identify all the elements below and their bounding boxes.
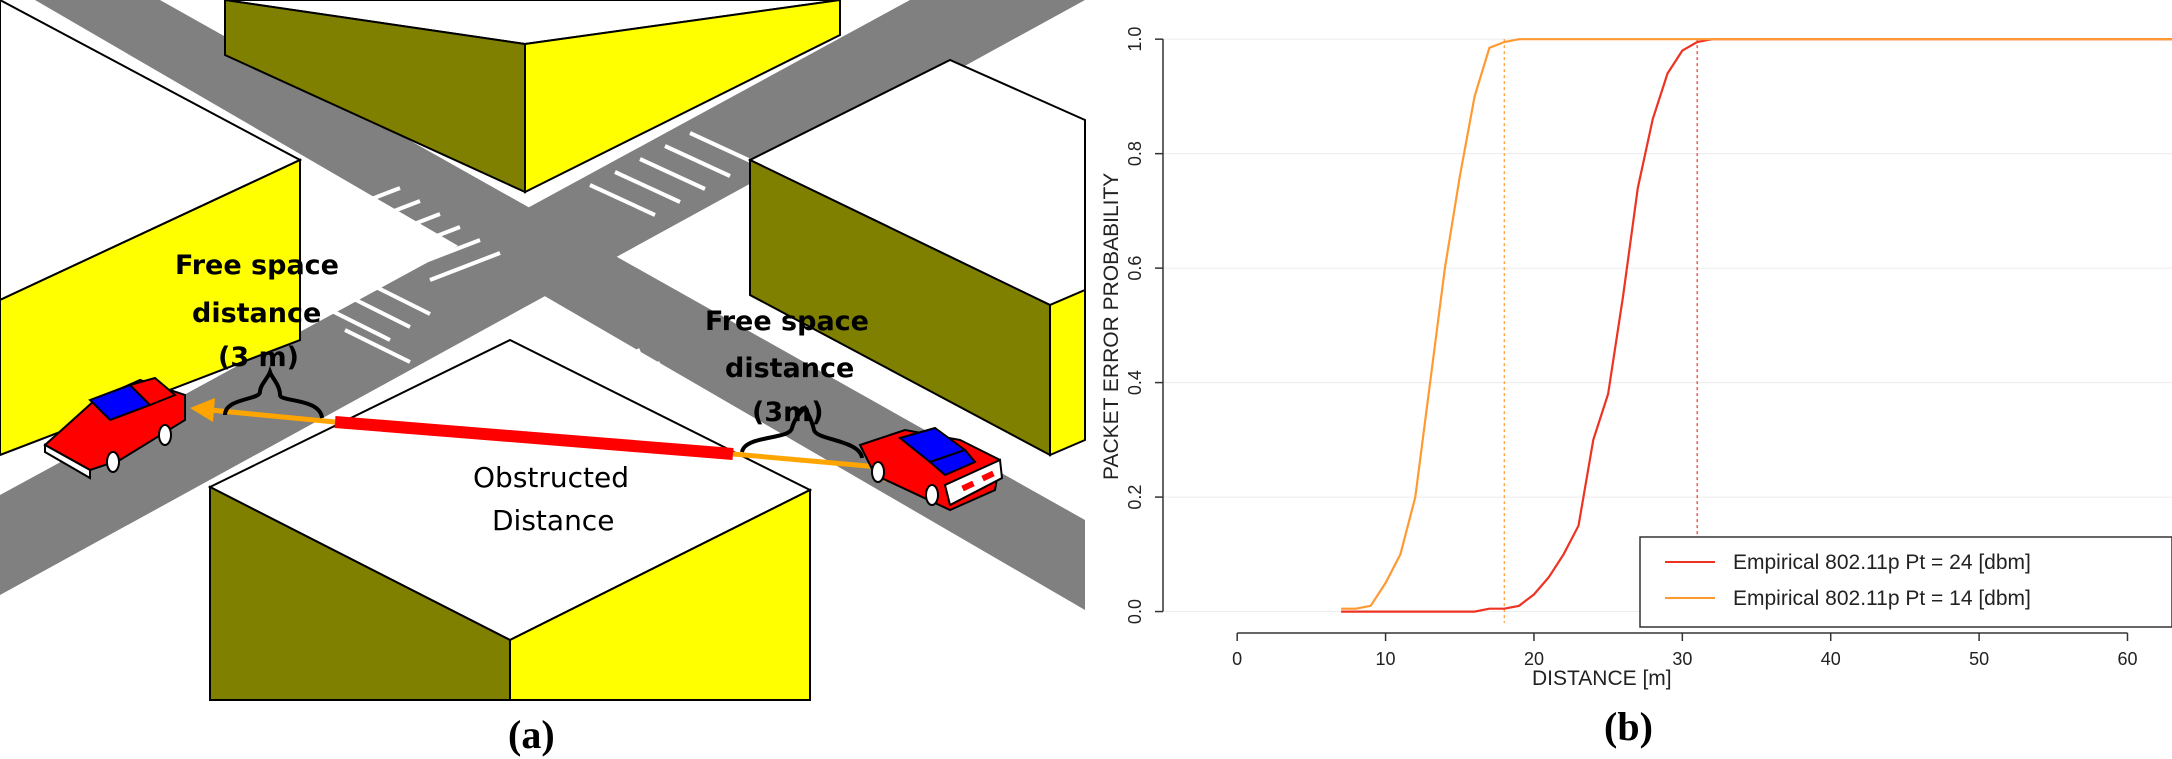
series-line-0 [1341,38,2172,613]
building-left [0,0,303,457]
legend-label-24dbm: Empirical 802.11p Pt = 24 [dbm] [1733,551,2031,574]
road-diagonal-b [35,0,1085,610]
obstructed-line1: Obstructed [473,461,629,494]
threshold-lines [1503,39,1698,623]
y-tick-label-4: 0.8 [1125,141,1145,166]
brace-left [223,365,324,419]
crosswalk-north [329,186,501,282]
free-space-left-line2: distance [192,298,321,329]
building-right [747,58,1086,457]
legend: Empirical 802.11p Pt = 24 [dbm] Empirica… [1639,536,2172,628]
free-space-left-line1: Free space [175,250,339,281]
y-axis-label: PACKET ERROR PROBABILITY [1100,173,1123,480]
building-bottom [207,338,813,701]
free-space-left-line3: (3 m) [218,342,299,373]
chart-series [1341,38,2172,613]
legend-box [1639,536,2172,628]
legend-label-14dbm: Empirical 802.11p Pt = 14 [dbm] [1733,587,2031,610]
y-tick-label-3: 0.6 [1125,256,1145,281]
x-tick-label-5: 50 [1969,649,1989,669]
x-tick-label-0: 0 [1232,649,1242,669]
brace-right [740,404,864,459]
chart-grid [1163,38,2172,613]
free-space-arrow-left [190,398,336,425]
chart-axes: 0.0 0.2 0.4 0.6 0.8 1.0 0 10 20 30 40 50 60 [1125,27,2138,669]
building-top [224,0,841,194]
x-axis-label: DISTANCE [m] [1532,667,1672,690]
car-left [43,376,186,480]
x-tick-label-3: 30 [1672,649,1692,669]
caption-a: (a) [508,712,555,757]
x-tick-label-6: 60 [2117,649,2137,669]
free-space-right-line3: (3m) [752,397,824,428]
crosswalk-east [589,131,756,217]
x-tick-label-1: 10 [1376,649,1396,669]
crosswalk-west [319,277,431,364]
y-tick-label-2: 0.4 [1125,370,1145,395]
y-tick-label-5: 1.0 [1125,27,1145,52]
x-tick-label-4: 40 [1821,649,1841,669]
caption-b: (b) [1604,704,1653,749]
intersection-illustration: Free space distance (3 m) Free space dis… [0,0,1086,757]
x-tick-label-2: 20 [1524,649,1544,669]
obstructed-path [334,416,734,460]
obstructed-line2: Distance [492,504,614,537]
y-tick-label-0: 0.0 [1125,599,1145,624]
y-tick-label-1: 0.2 [1125,485,1145,510]
car-right [858,426,1004,512]
free-space-right-line1: Free space [705,306,869,337]
free-space-right-line2: distance [725,353,854,384]
series-line-1 [1341,38,2172,610]
per-chart: 0.0 0.2 0.4 0.6 0.8 1.0 0 10 20 30 40 50 60 DISTANCE… [1100,27,2172,749]
